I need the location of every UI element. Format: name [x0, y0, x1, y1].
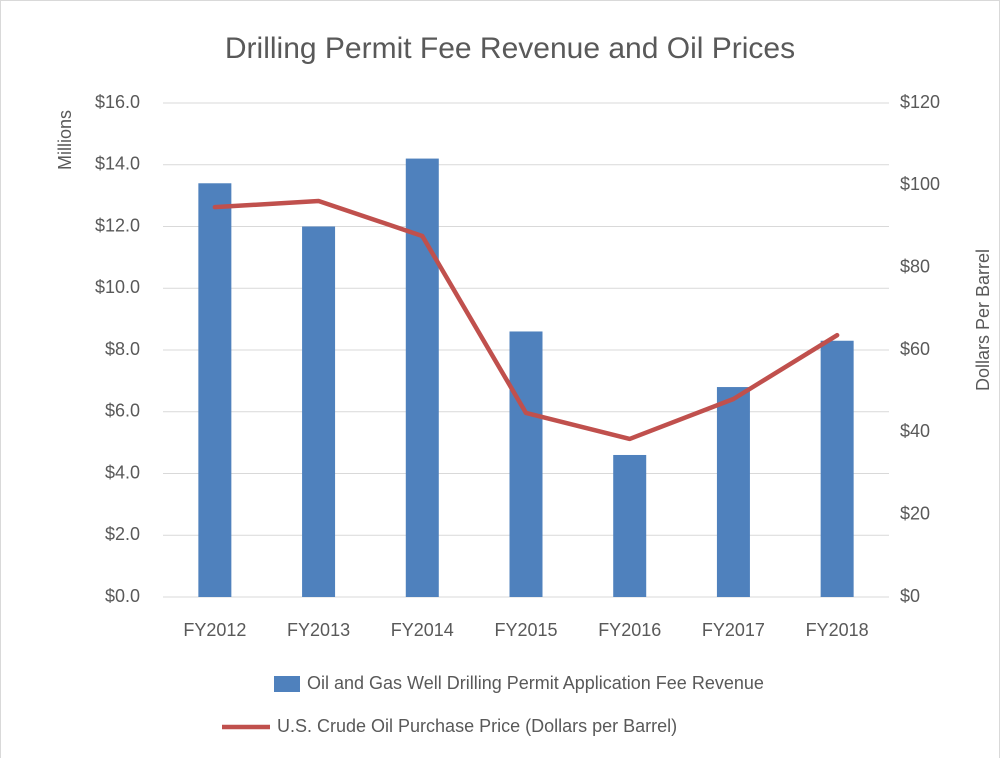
bar [198, 183, 232, 597]
bar [820, 340, 854, 597]
y-tick-label: $10.0 [95, 277, 140, 297]
bar [302, 226, 336, 597]
legend-swatch [274, 676, 300, 692]
bar [716, 387, 750, 597]
y-tick-label: $14.0 [95, 154, 140, 174]
x-tick-label: FY2015 [494, 620, 557, 640]
y-tick-label: $2.0 [105, 524, 140, 544]
x-tick-label: FY2014 [391, 620, 454, 640]
legend-label: Oil and Gas Well Drilling Permit Applica… [307, 673, 764, 693]
y-tick-label: $8.0 [105, 339, 140, 359]
bar [613, 454, 647, 597]
bar [509, 331, 543, 597]
y2-tick-label: $40 [900, 421, 930, 441]
y2-tick-label: $0 [900, 586, 920, 606]
y2-tick-label: $80 [900, 256, 930, 276]
y-tick-label: $6.0 [105, 401, 140, 421]
x-tick-label: FY2013 [287, 620, 350, 640]
y2-tick-label: $100 [900, 174, 940, 194]
y2-tick-label: $120 [900, 92, 940, 112]
x-tick-label: FY2012 [183, 620, 246, 640]
y-tick-label: $16.0 [95, 92, 140, 112]
bar [405, 158, 439, 597]
chart-title: Drilling Permit Fee Revenue and Oil Pric… [225, 32, 795, 65]
y2-tick-label: $20 [900, 503, 930, 523]
y-tick-label: $12.0 [95, 215, 140, 235]
y2-axis-title: Dollars Per Barrel [973, 249, 993, 391]
y2-tick-label: $60 [900, 339, 930, 359]
y-tick-label: $0.0 [105, 586, 140, 606]
x-tick-label: FY2017 [702, 620, 765, 640]
y-axis-title: Millions [55, 110, 75, 170]
x-tick-label: FY2018 [806, 620, 869, 640]
line [212, 198, 840, 442]
legend-label: U.S. Crude Oil Purchase Price (Dollars p… [277, 716, 677, 736]
y-tick-label: $4.0 [105, 462, 140, 482]
x-tick-label: FY2016 [598, 620, 661, 640]
